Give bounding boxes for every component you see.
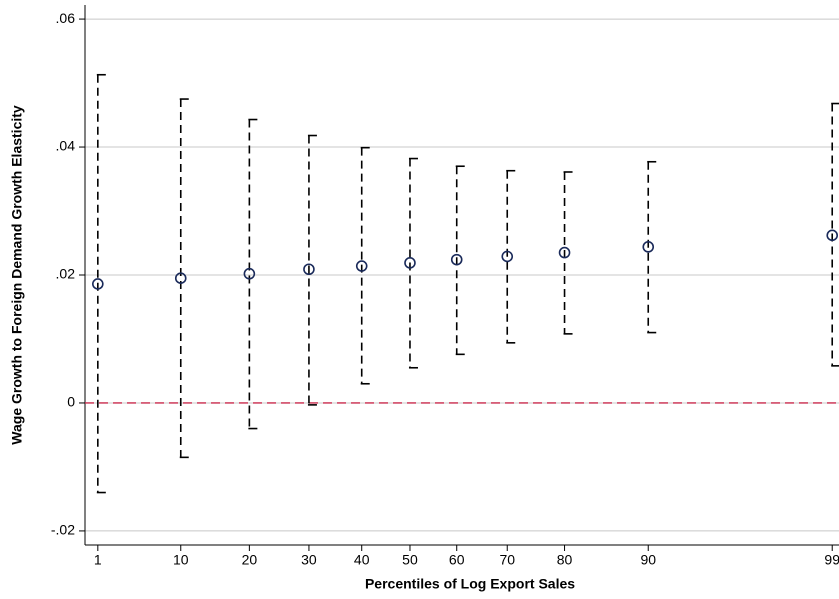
point (450, 253, 463, 266)
x-tick-label: 99 (824, 552, 839, 568)
x-tick-label: 70 (499, 552, 515, 568)
y-tick-label: .02 (56, 266, 76, 282)
x-tick-label: 60 (449, 552, 465, 568)
x-tick-label: 50 (402, 552, 418, 568)
point (174, 272, 187, 284)
point (642, 241, 655, 253)
point (355, 260, 368, 272)
point (404, 257, 416, 269)
x-tick-label: 90 (640, 552, 656, 568)
y-tick-label: .04 (56, 138, 76, 154)
x-tick-label: 40 (354, 552, 370, 568)
point (92, 278, 104, 290)
x-tick-label: 10 (173, 552, 189, 568)
point (243, 267, 256, 280)
y-tick-label: .06 (56, 10, 76, 26)
point (501, 250, 514, 263)
y-tick-label: 0 (67, 394, 75, 410)
point (303, 263, 315, 276)
x-tick-label: 30 (301, 552, 317, 568)
x-tick-label: 1 (94, 552, 102, 568)
point (558, 246, 571, 259)
x-tick-label: 80 (557, 552, 573, 568)
y-tick-label: -.02 (51, 522, 75, 538)
x-axis-title: Percentiles of Log Export Sales (365, 576, 575, 592)
x-tick-label: 20 (242, 552, 258, 568)
point (826, 229, 839, 242)
y-axis-title: Wage Growth to Foreign Demand Growth Ela… (9, 105, 25, 445)
